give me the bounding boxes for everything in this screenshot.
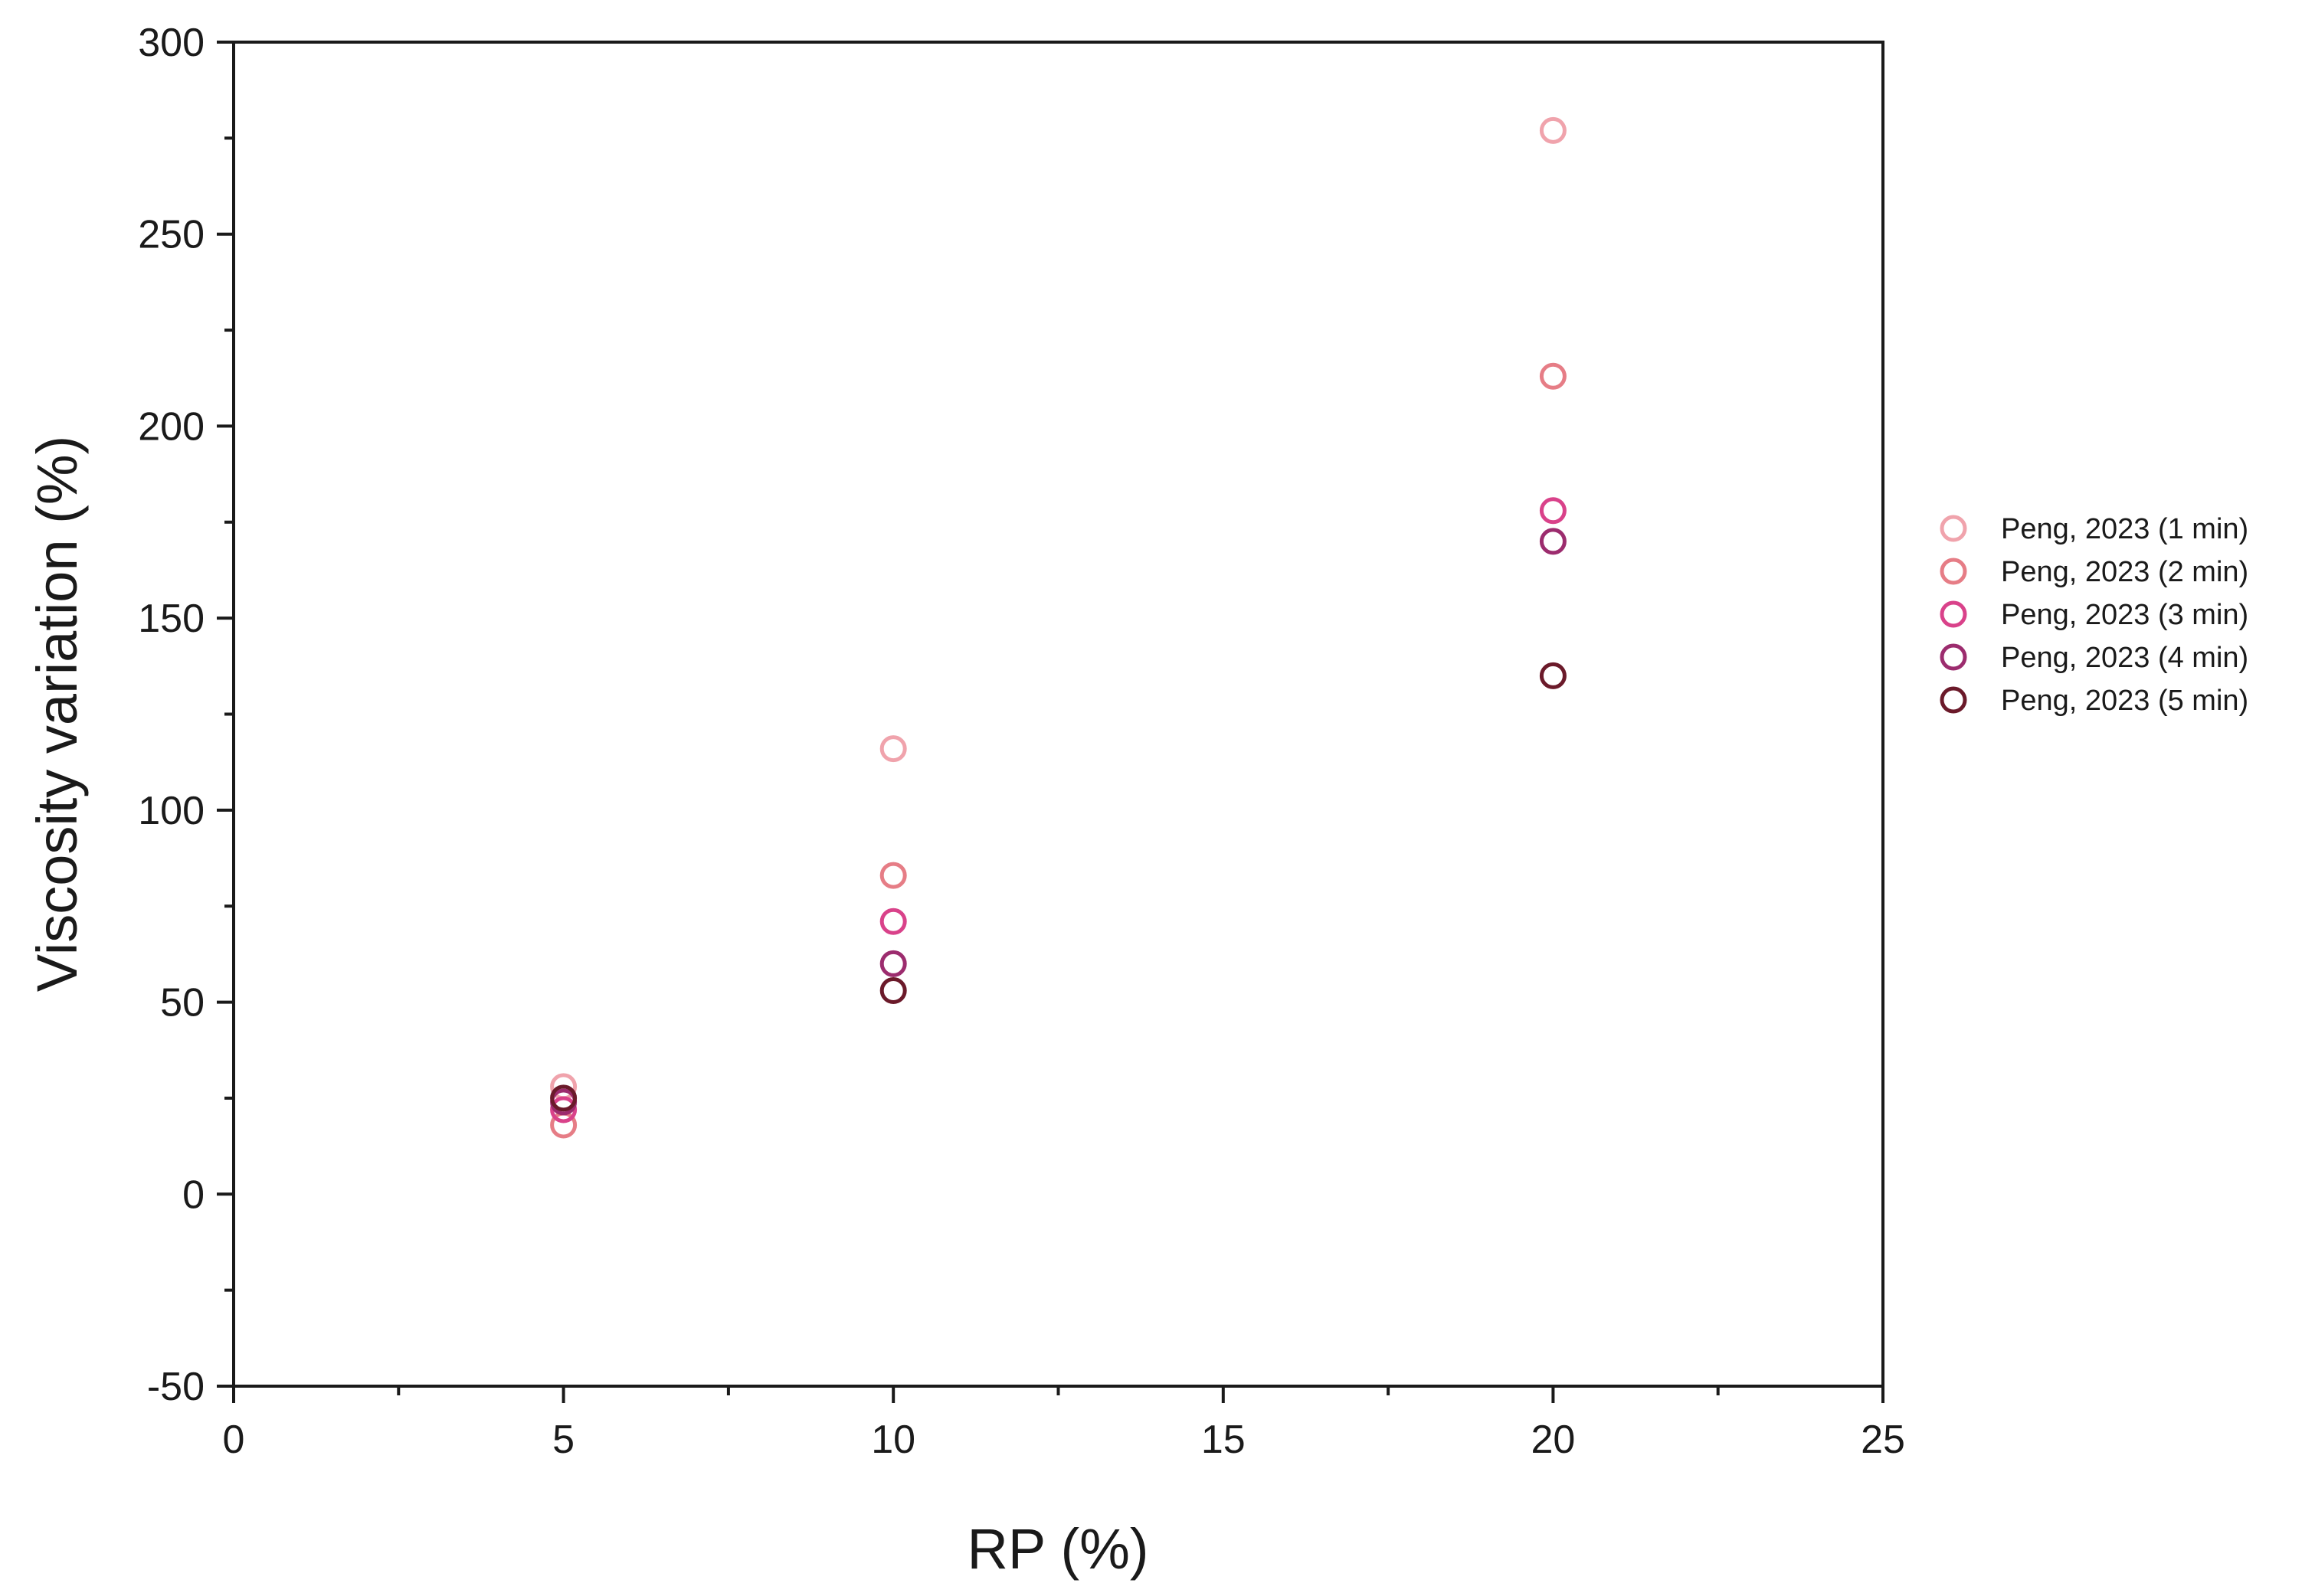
x-axis: 0 5 10 15 20 25	[223, 1386, 1905, 1462]
data-point	[550, 1096, 578, 1123]
legend-label: Peng, 2023 (1 min)	[2001, 513, 2248, 545]
data-point	[879, 862, 907, 889]
data-point	[879, 908, 907, 935]
data-point	[1539, 362, 1567, 390]
legend-marker	[1940, 600, 1967, 628]
plot-frame	[232, 41, 1884, 1388]
x-tick-label: 10	[871, 1418, 915, 1462]
legend: Peng, 2023 (1 min) Peng, 2023 (2 min) Peng…	[1940, 513, 2248, 717]
y-tick-label: 100	[138, 789, 205, 833]
x-tick-label: 5	[552, 1418, 575, 1462]
y-tick-label: 50	[160, 981, 205, 1025]
legend-marker	[1940, 643, 1967, 671]
legend-label: Peng, 2023 (5 min)	[2001, 685, 2248, 717]
legend-label: Peng, 2023 (3 min)	[2001, 599, 2248, 631]
data-point	[879, 977, 907, 1005]
data-point	[1539, 662, 1567, 689]
legend-marker	[1940, 686, 1967, 714]
data-point	[550, 1084, 578, 1112]
legend-label: Peng, 2023 (4 min)	[2001, 642, 2248, 674]
data-point	[879, 950, 907, 977]
x-tick-label: 15	[1201, 1418, 1246, 1462]
y-tick-label: 250	[138, 213, 205, 257]
data-point	[879, 735, 907, 763]
data-point	[1539, 528, 1567, 555]
y-axis: -50 0 50 100 150 200 250 300	[138, 21, 234, 1409]
y-tick-label: 200	[138, 404, 205, 449]
legend-marker	[1940, 558, 1967, 585]
data-point	[1539, 497, 1567, 525]
data-points	[550, 116, 1567, 1139]
legend-marker	[1940, 515, 1967, 542]
x-tick-label: 25	[1861, 1418, 1905, 1462]
x-tick-label: 0	[223, 1418, 245, 1462]
legend-label: Peng, 2023 (2 min)	[2001, 556, 2248, 588]
data-point	[1539, 116, 1567, 144]
y-tick-label: -50	[147, 1365, 205, 1409]
y-tick-label: 300	[138, 21, 205, 65]
y-tick-label: 0	[182, 1172, 205, 1217]
x-tick-label: 20	[1531, 1418, 1575, 1462]
y-axis-title: Viscosity variation (%)	[25, 436, 89, 993]
y-tick-label: 150	[138, 597, 205, 641]
x-axis-title: RP (%)	[967, 1517, 1148, 1581]
